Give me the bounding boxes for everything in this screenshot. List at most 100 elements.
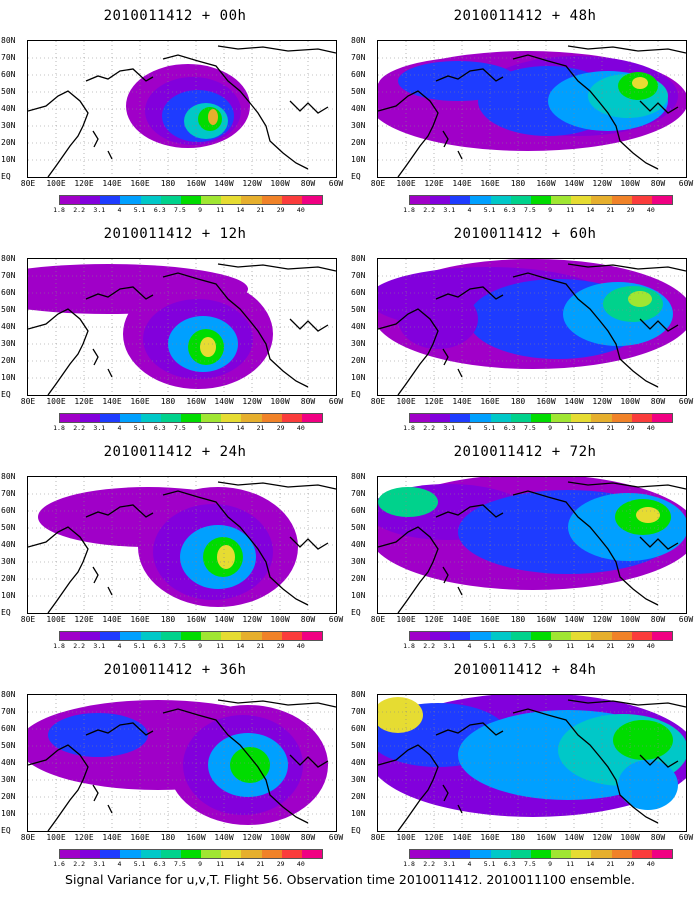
colorbar-swatch — [490, 632, 511, 640]
latitude-label: 70N — [1, 53, 16, 62]
latitude-label: 80N — [351, 690, 366, 699]
variance-contour — [398, 61, 518, 101]
map-plot — [378, 259, 686, 395]
coastline — [512, 490, 659, 606]
variance-contour — [632, 77, 648, 89]
latitude-label: 50N — [351, 741, 366, 750]
colorbar-swatch — [221, 632, 242, 640]
latitude-label: 40N — [1, 322, 16, 331]
colorbar-label: 4 — [467, 206, 472, 214]
longitude-label: 100E — [396, 833, 416, 842]
colorbar-swatch — [261, 414, 282, 422]
map-plot — [28, 41, 336, 177]
variance-contour — [200, 337, 216, 357]
colorbar-label: 4 — [117, 424, 122, 432]
longitude-axis: 80E 100E 120E 140E 160E 180 160W 140W 120W 100W 80… — [369, 833, 693, 843]
longitude-label: 140W — [564, 833, 584, 842]
colorbar-label: 40 — [296, 860, 305, 868]
panel-title: 2010011412 + 48h — [453, 8, 597, 24]
map-panel: 2010011412 + 00h 80N 70N 60N 50N 40N 30N 20N 10N… — [1, 0, 345, 218]
coastline — [378, 90, 439, 177]
coastline — [28, 90, 89, 177]
latitude-label: 30N — [1, 775, 16, 784]
longitude-label: 140W — [564, 397, 584, 406]
longitude-label: 180 — [510, 615, 526, 624]
colorbar-label: 1.8 — [53, 424, 65, 432]
colorbar-swatch — [410, 632, 431, 640]
colorbar-swatch — [510, 414, 531, 422]
latitude-label: EQ — [1, 172, 11, 181]
colorbar-labels: 1.8 2.2 3.1 4 5.1 6.3 7.5 9 11 14 21 29 40 — [53, 206, 321, 215]
colorbar-swatch — [60, 414, 81, 422]
colorbar-swatch — [80, 632, 101, 640]
colorbar-swatch — [140, 414, 161, 422]
latitude-label: 10N — [351, 155, 366, 164]
longitude-label: 80E — [370, 615, 386, 624]
coastline — [28, 308, 89, 395]
colorbar-label: 3.1 — [443, 206, 456, 214]
latitude-label: 20N — [1, 356, 16, 365]
coastline — [442, 348, 463, 378]
colorbar-swatch — [241, 632, 262, 640]
latitude-label: 60N — [1, 506, 16, 515]
coastline — [442, 130, 463, 160]
latitude-label: EQ — [1, 608, 11, 617]
latitude-label: 10N — [1, 809, 16, 818]
longitude-label: 140E — [102, 397, 122, 406]
longitude-label: 160E — [480, 397, 500, 406]
colorbar-label: 29 — [276, 860, 285, 868]
latitude-label: 60N — [1, 288, 16, 297]
colorbar-swatch — [571, 632, 592, 640]
longitude-label: 160E — [130, 615, 150, 624]
colorbar-label: 2.2 — [73, 206, 86, 214]
colorbar-swatch — [430, 850, 451, 858]
colorbar-label: 5.1 — [483, 860, 496, 868]
colorbar-label: 14 — [236, 860, 245, 868]
colorbar-label: 29 — [626, 642, 635, 650]
latitude-label: 10N — [1, 155, 16, 164]
coastline — [567, 481, 686, 490]
colorbar-label: 9 — [548, 206, 553, 214]
colorbar-swatch — [651, 196, 673, 204]
longitude-label: 160W — [536, 615, 556, 624]
latitude-label: 80N — [1, 254, 16, 263]
colorbar-label: 2.2 — [423, 206, 436, 214]
longitude-label: 80E — [370, 833, 386, 842]
longitude-label: 180 — [160, 833, 176, 842]
colorbar-label: 40 — [296, 424, 305, 432]
latitude-label: EQ — [351, 826, 361, 835]
longitude-axis: 80E 100E 120E 140E 160E 180 160W 140W 120W 100W 80… — [19, 397, 343, 407]
latitude-label: 50N — [351, 87, 366, 96]
colorbar-swatch — [571, 850, 592, 858]
variance-contour — [398, 289, 478, 349]
latitude-label: 60N — [351, 288, 366, 297]
coastline — [512, 272, 659, 388]
coastline — [378, 308, 439, 395]
longitude-label: 160E — [480, 833, 500, 842]
colorbar-swatch — [180, 850, 202, 858]
coastline — [435, 722, 504, 736]
coastline — [217, 699, 336, 708]
variance-contour — [636, 507, 660, 523]
colorbar-swatch — [651, 414, 673, 422]
latitude-label: 50N — [351, 523, 366, 532]
colorbar-label: 9 — [198, 206, 203, 214]
colorbar-label: 3.1 — [443, 424, 456, 432]
latitude-label: 60N — [351, 506, 366, 515]
longitude-label: 60W — [678, 833, 694, 842]
colorbar-swatch — [551, 196, 572, 204]
latitude-label: 20N — [1, 138, 16, 147]
latitude-label: EQ — [1, 390, 11, 399]
colorbar-swatch — [261, 632, 282, 640]
colorbar-label: 29 — [626, 206, 635, 214]
longitude-label: 80E — [370, 179, 386, 188]
coastline — [289, 754, 329, 768]
longitude-label: 140E — [452, 833, 472, 842]
longitude-label: 60W — [328, 179, 344, 188]
latitude-label: 60N — [1, 70, 16, 79]
map-panel: 2010011412 + 12h 80N 70N 60N 50N 40N 30N 20N 10N… — [1, 218, 345, 436]
longitude-label: 140W — [214, 179, 234, 188]
variance-contour — [230, 747, 270, 783]
colorbar-swatch — [470, 196, 491, 204]
latitude-label: 70N — [351, 53, 366, 62]
